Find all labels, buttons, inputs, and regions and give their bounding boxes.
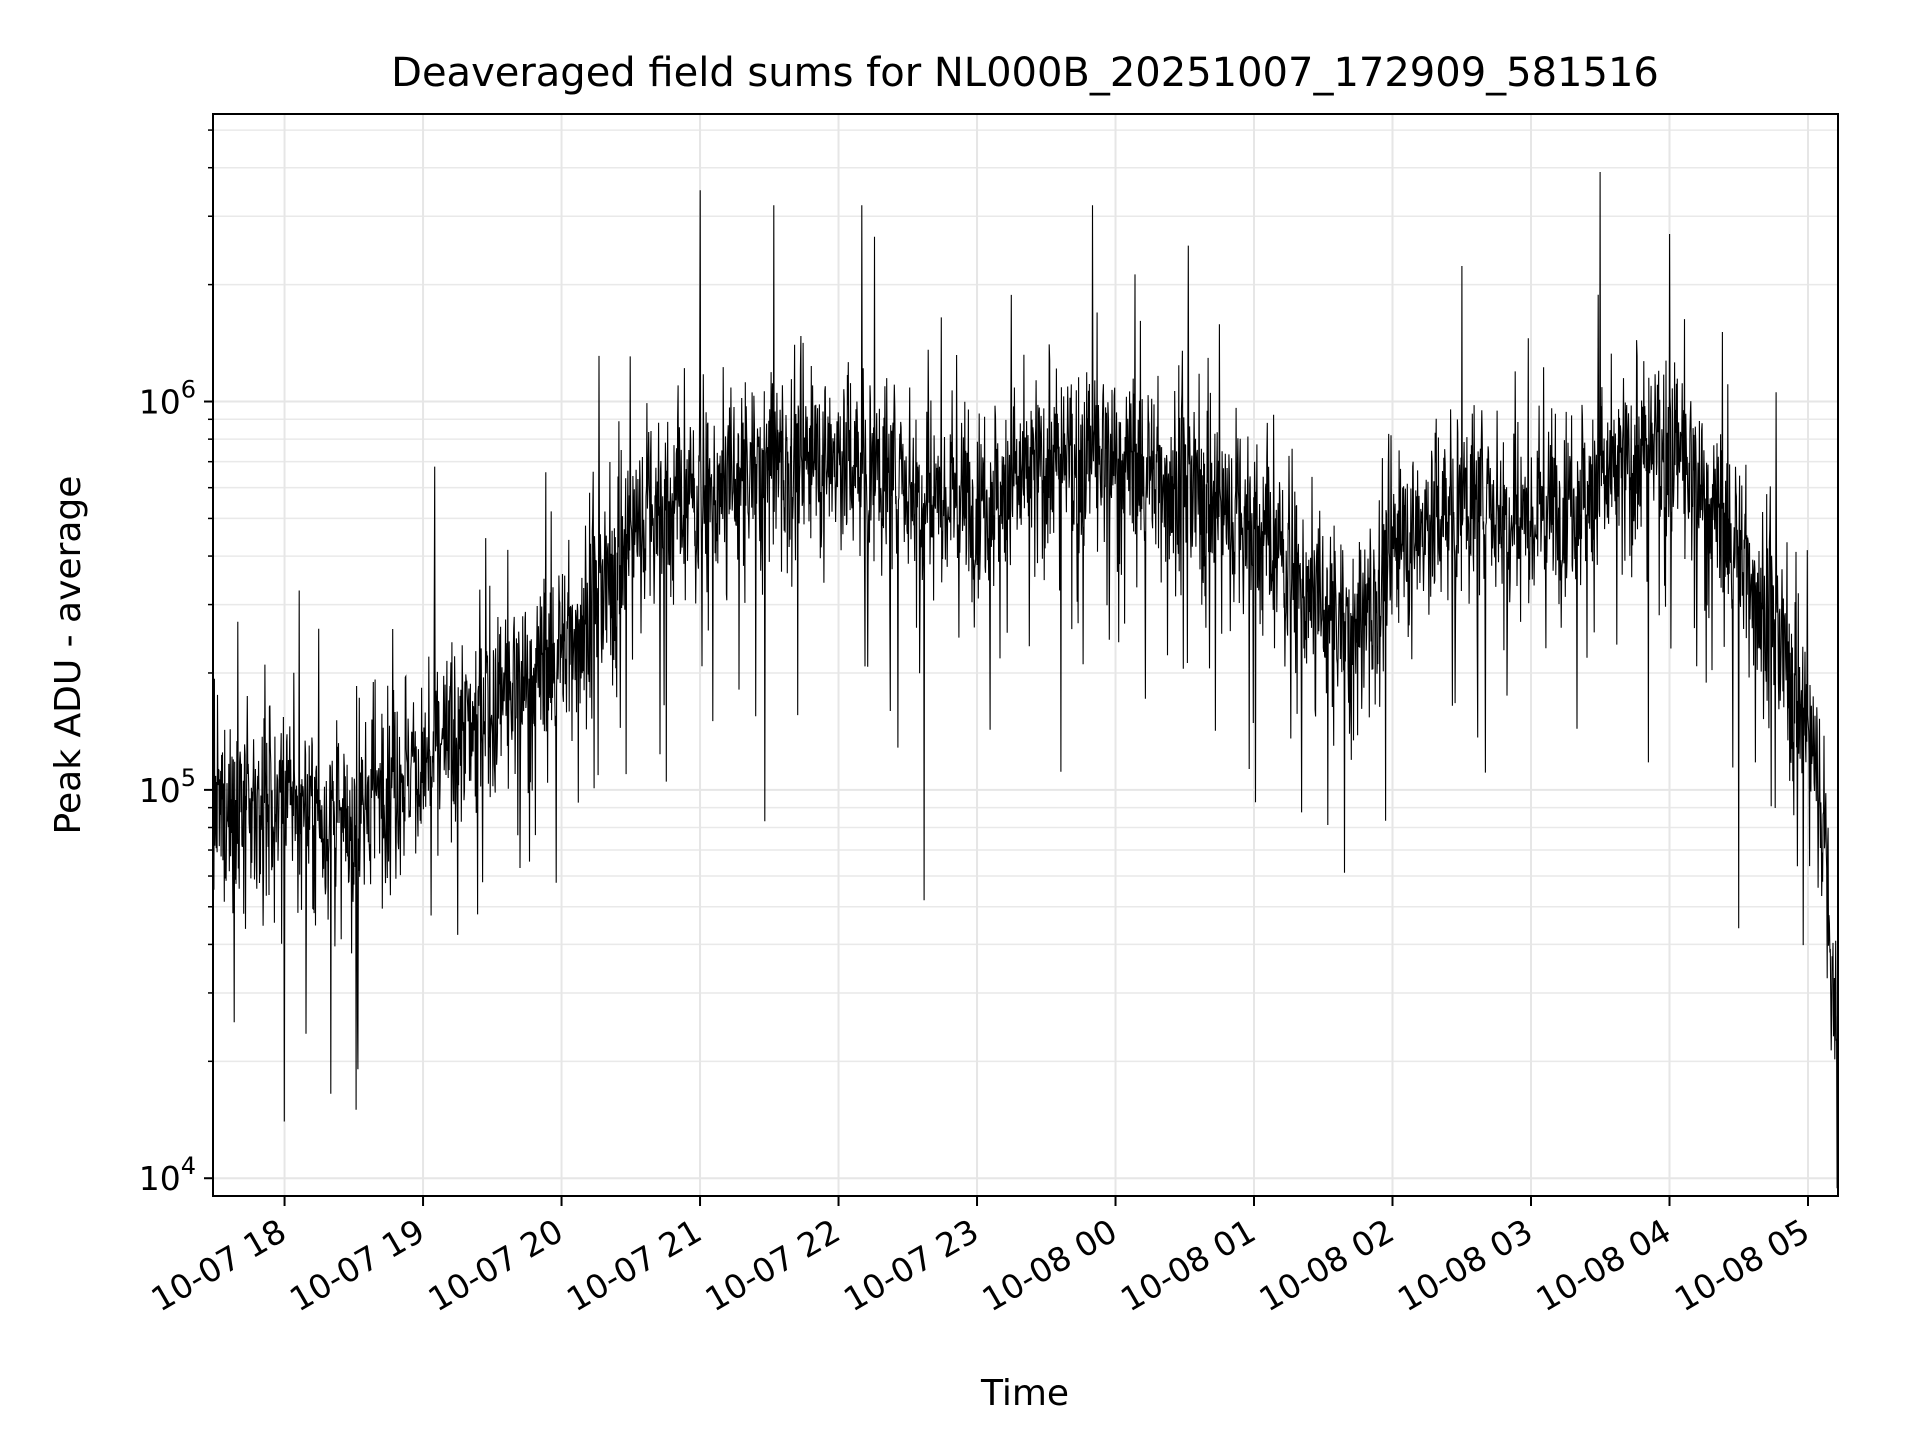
x-tick-label: 10-08 02 [1253, 1211, 1401, 1319]
x-tick-label: 10-07 23 [837, 1211, 985, 1319]
grid [213, 114, 1838, 1196]
x-tick-label: 10-08 04 [1530, 1211, 1678, 1319]
x-tick-label: 10-08 00 [976, 1211, 1124, 1319]
plot-area [212, 171, 1839, 1189]
x-tick-label: 10-08 05 [1668, 1211, 1816, 1319]
x-tick-label: 10-08 03 [1391, 1211, 1539, 1319]
y-tick-label: 105 [139, 764, 196, 810]
y-axis: 104 105 106 [139, 129, 213, 1198]
x-axis-label: Time [980, 1373, 1069, 1414]
x-tick-label: 10-07 20 [422, 1211, 570, 1319]
axes-frame [212, 113, 1839, 1197]
x-tick-label: 10-07 21 [560, 1211, 708, 1319]
x-tick-label: 10-07 18 [145, 1211, 293, 1319]
y-tick-label: 106 [139, 376, 196, 422]
chart-title: Deaveraged field sums for NL000B_2025100… [391, 50, 1659, 96]
y-tick-label: 104 [139, 1152, 196, 1198]
y-axis-label: Peak ADU - average [48, 476, 89, 835]
x-tick-label: 10-07 22 [699, 1211, 847, 1319]
series-line [212, 171, 1839, 1189]
x-tick-label: 10-07 19 [283, 1211, 431, 1319]
x-tick-label: 10-08 01 [1114, 1211, 1262, 1319]
